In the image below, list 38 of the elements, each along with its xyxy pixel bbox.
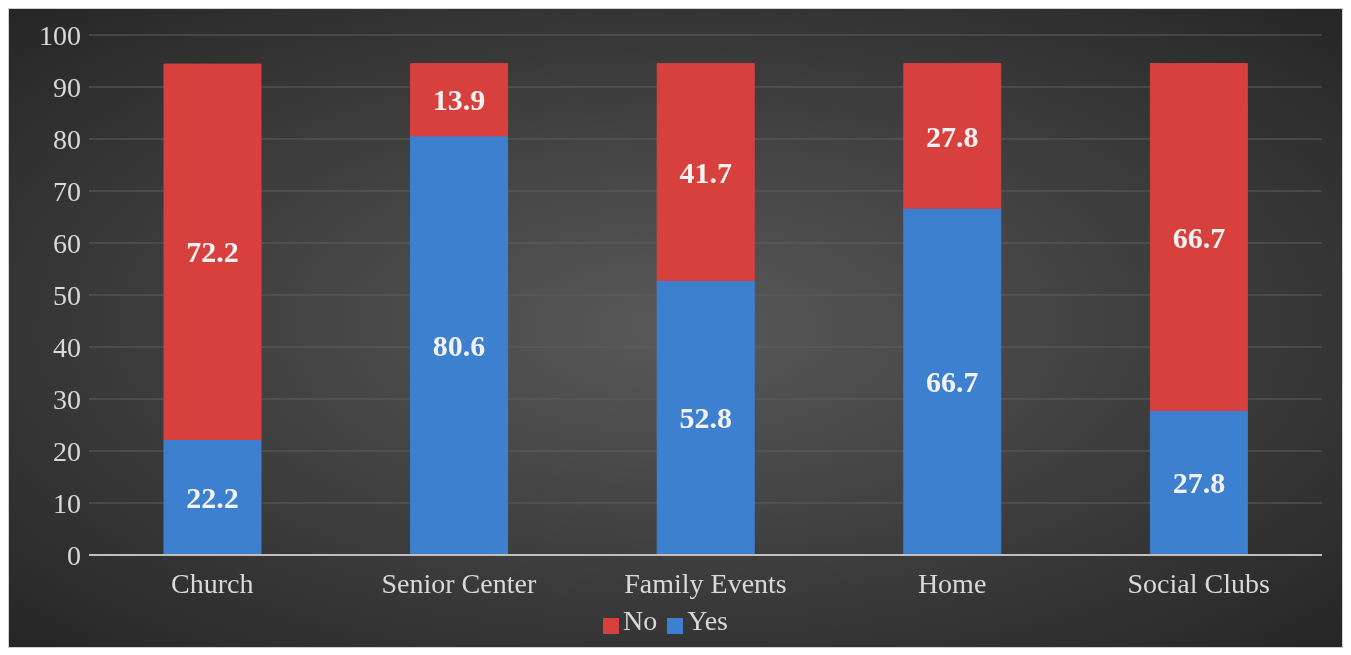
bar — [163, 63, 262, 441]
y-tick-label: 50 — [53, 279, 81, 311]
data-label: 27.8 — [1172, 466, 1226, 500]
y-tick-label: 10 — [53, 487, 81, 519]
data-label: 72.2 — [186, 235, 239, 269]
y-tick-label: 60 — [53, 227, 81, 259]
bar — [903, 63, 1002, 209]
data-label: 52.8 — [679, 401, 732, 435]
data-label: 22.2 — [186, 480, 239, 514]
data-label: 41.7 — [679, 155, 732, 189]
legend-label: No — [623, 605, 658, 636]
bar — [410, 135, 509, 555]
x-tick-label: Senior Center — [381, 567, 537, 599]
y-tick-label: 20 — [53, 435, 81, 467]
y-tick-label: 0 — [67, 539, 81, 571]
data-label: 66.7 — [926, 365, 979, 399]
bar — [1149, 409, 1248, 555]
bar — [1149, 63, 1248, 411]
y-tick-label: 30 — [53, 383, 81, 415]
y-tick-label: 70 — [53, 175, 81, 207]
x-tick-label: Family Events — [624, 567, 787, 599]
data-label: 27.8 — [926, 119, 979, 153]
data-label: 13.9 — [432, 83, 486, 117]
y-tick-label: 100 — [39, 19, 81, 51]
bar — [410, 63, 509, 137]
y-tick-label: 40 — [53, 331, 81, 363]
bar — [163, 439, 262, 555]
bar — [903, 207, 1002, 555]
y-tick-label: 90 — [53, 71, 81, 103]
x-tick-label: Home — [917, 567, 987, 599]
x-tick-label: Social Clubs — [1127, 567, 1270, 599]
legend-label: Yes — [687, 605, 728, 636]
y-tick-label: 80 — [53, 123, 81, 155]
x-tick-label: Church — [171, 567, 254, 599]
data-label: 66.7 — [1172, 220, 1226, 254]
data-label: 80.6 — [432, 329, 486, 363]
bar — [656, 63, 755, 281]
bar — [656, 279, 755, 555]
